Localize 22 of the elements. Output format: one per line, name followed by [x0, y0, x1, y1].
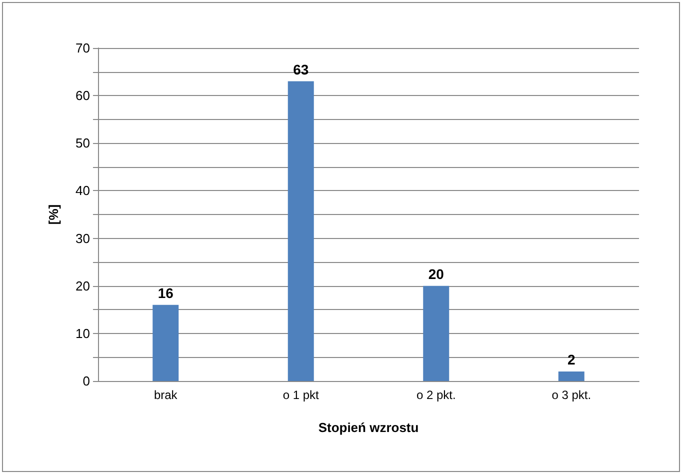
- y-tick-label: 50: [76, 136, 90, 151]
- data-label: 16: [158, 284, 174, 301]
- y-tick-label: 60: [76, 88, 90, 104]
- bar: [558, 371, 584, 381]
- x-tick-label: o 1 pkt: [282, 388, 320, 402]
- x-tick-label: o 2 pkt.: [416, 388, 456, 402]
- y-tick-label: 70: [76, 40, 90, 56]
- bar: [423, 286, 450, 381]
- y-tick-label: 30: [76, 230, 90, 246]
- x-axis-title: Stopień wzrostu: [318, 420, 419, 435]
- x-tick-label: o 3 pkt.: [552, 388, 592, 402]
- data-label: 2: [567, 351, 576, 368]
- y-tick-label: 20: [76, 278, 90, 294]
- y-tick-label: 10: [76, 326, 90, 341]
- data-label: 20: [428, 266, 444, 282]
- data-label: 63: [293, 61, 309, 78]
- y-tick-label: 0: [82, 374, 90, 388]
- x-tick-label: brak: [154, 388, 178, 402]
- y-tick-label: 40: [76, 183, 90, 198]
- y-axis-title: [%]: [46, 204, 61, 225]
- bar: [288, 81, 314, 381]
- bar: [152, 304, 179, 381]
